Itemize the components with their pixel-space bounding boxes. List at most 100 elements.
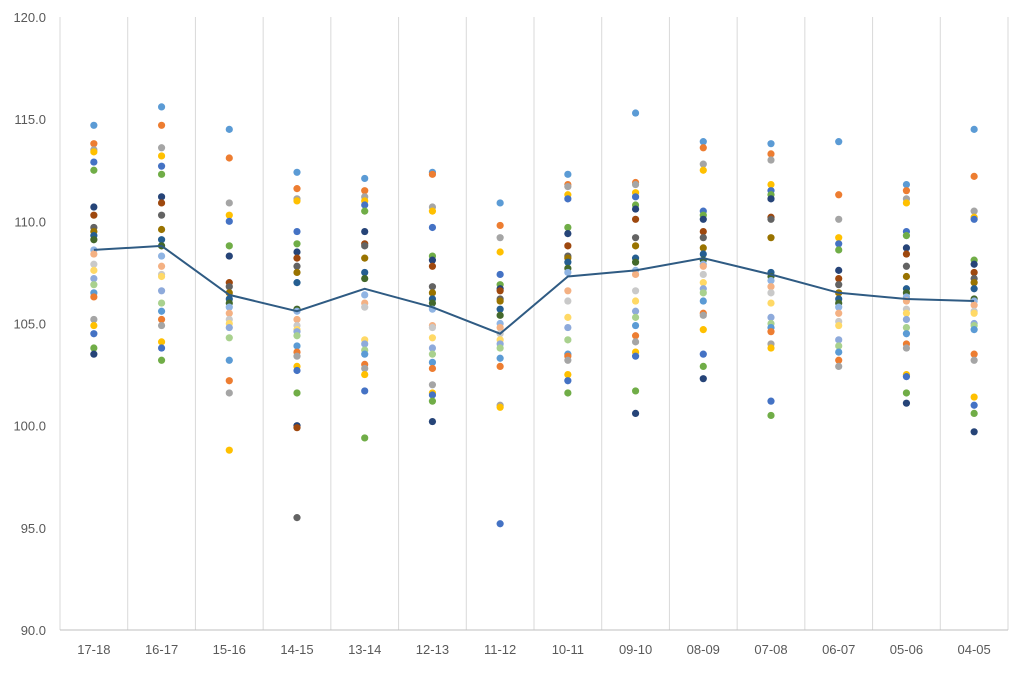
data-point [496, 403, 504, 411]
data-point [835, 336, 843, 344]
data-point [835, 309, 843, 317]
x-tick-label: 15-16 [213, 642, 246, 657]
data-point [631, 297, 640, 305]
data-point [293, 262, 301, 270]
data-point [293, 424, 301, 432]
data-point [699, 166, 707, 174]
data-point [428, 364, 437, 373]
data-point [157, 307, 166, 315]
data-point [361, 187, 369, 195]
data-point [767, 234, 775, 242]
data-point [361, 364, 369, 373]
data-point [428, 323, 437, 332]
data-point [157, 236, 166, 244]
data-point [564, 242, 572, 250]
data-point [157, 321, 166, 330]
data-point [564, 229, 572, 238]
data-point [699, 234, 707, 242]
data-point [631, 352, 640, 360]
y-tick-label: 120.0 [13, 10, 46, 25]
data-point [428, 170, 437, 178]
data-point [902, 180, 911, 189]
data-point [564, 336, 572, 344]
data-point [835, 138, 843, 146]
data-point [225, 211, 233, 219]
data-point [157, 344, 166, 352]
data-point [293, 332, 301, 340]
data-point [902, 309, 911, 317]
data-point [157, 272, 166, 281]
data-point [835, 246, 843, 254]
data-point [90, 203, 98, 211]
data-point [902, 187, 911, 195]
x-tick-label: 12-13 [416, 642, 449, 657]
data-point [902, 373, 911, 381]
data-point [835, 342, 843, 350]
data-point [564, 195, 572, 203]
data-point [699, 350, 707, 358]
x-tick-label: 13-14 [348, 642, 381, 657]
data-point [496, 234, 504, 242]
data-point [361, 291, 369, 299]
data-point [970, 279, 978, 287]
data-point [631, 307, 640, 315]
data-point [631, 409, 640, 418]
data-point [428, 344, 437, 352]
data-point [90, 236, 98, 244]
x-tick-label: 16-17 [145, 642, 178, 657]
data-point [428, 417, 437, 426]
x-tick-label: 11-12 [484, 642, 516, 657]
data-point [631, 193, 640, 201]
data-point [157, 299, 166, 307]
data-point [90, 315, 98, 324]
data-point [157, 103, 166, 111]
data-point [293, 514, 301, 522]
x-tick-label: 06-07 [822, 642, 855, 657]
data-point [90, 121, 98, 129]
data-point [293, 227, 301, 236]
data-point [835, 215, 843, 223]
y-tick-label: 95.0 [21, 521, 46, 536]
data-point [902, 389, 911, 397]
data-point [970, 285, 978, 293]
data-point [157, 252, 166, 260]
data-point [157, 199, 166, 207]
data-point [631, 270, 640, 279]
data-point [496, 270, 504, 279]
data-point [970, 125, 978, 133]
data-point [157, 356, 166, 364]
data-point [361, 268, 369, 277]
data-point [564, 287, 572, 295]
data-point [564, 370, 572, 379]
data-point [157, 152, 166, 160]
data-point [225, 199, 233, 207]
data-point [699, 297, 707, 305]
data-point [428, 358, 437, 366]
data-point [157, 193, 166, 201]
data-point [428, 381, 437, 389]
data-point [767, 140, 775, 148]
data-point [225, 377, 233, 385]
data-point [564, 323, 572, 332]
data-point [767, 299, 775, 307]
x-tick-label: 17-18 [77, 642, 110, 657]
data-point [90, 344, 98, 352]
data-point [361, 227, 369, 236]
x-tick-label: 05-06 [890, 642, 923, 657]
data-point [361, 207, 369, 215]
data-point [225, 303, 233, 311]
data-point [767, 328, 775, 336]
data-point [293, 248, 301, 256]
data-point [699, 227, 707, 236]
data-point [631, 387, 640, 395]
x-tick-label: 09-10 [619, 642, 652, 657]
data-point [90, 158, 98, 166]
data-point [496, 362, 504, 371]
data-point [699, 244, 707, 252]
data-point [361, 254, 369, 262]
data-point [970, 309, 978, 317]
data-point [90, 281, 98, 289]
axes [59, 17, 1009, 631]
mean-line [93, 244, 975, 335]
data-point [767, 156, 775, 164]
